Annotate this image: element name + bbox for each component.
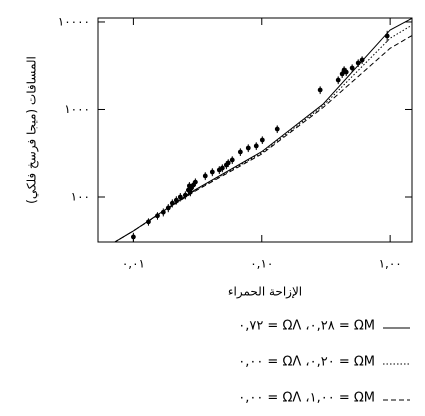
y-tick-label: ١٠٠٠٠ (58, 14, 90, 28)
data-point (192, 179, 198, 185)
x-tick-label: ٠,١٠ (250, 257, 273, 271)
data-point (130, 234, 136, 240)
data-point (384, 33, 390, 39)
data-point (253, 143, 259, 149)
data-point (182, 192, 188, 198)
data-point (259, 137, 265, 143)
model-line (113, 18, 412, 242)
data-point (339, 71, 345, 77)
data-point (343, 69, 349, 75)
y-axis-label: المسافات (ميجا فرسخ فلكي) (25, 56, 40, 204)
data-point (317, 87, 323, 93)
data-point (146, 219, 151, 225)
data-point (245, 145, 251, 151)
data-point (165, 205, 171, 211)
legend-label: ٠,٠٠ = ΩΛ ،١,٠٠ = ΩM (238, 391, 375, 406)
plot-area (113, 18, 412, 242)
data-point (237, 149, 243, 155)
x-tick-label: ١,٠٠ (379, 257, 402, 271)
model-line (113, 24, 412, 242)
data-point (335, 77, 341, 83)
data-point (274, 126, 280, 132)
y-tick-label: ١٠٠ (71, 189, 90, 203)
x-tick-label: ٠,٠١ (122, 257, 145, 271)
data-point (155, 213, 160, 219)
data-point (202, 173, 208, 179)
x-axis-label: الإزاحة الحمراء (228, 285, 302, 300)
data-point (160, 209, 166, 215)
data-point (225, 160, 231, 166)
data-point (187, 189, 193, 195)
plot-frame (97, 17, 413, 243)
data-point (349, 65, 355, 71)
data-point (219, 165, 225, 171)
data-point (355, 60, 361, 66)
data-point (359, 57, 365, 63)
y-tick-label: ١٠٠٠ (64, 102, 90, 116)
legend-label: ٠,٧٢ = ΩΛ ،٠,٢٨ = ΩM (238, 319, 375, 334)
data-point (209, 169, 215, 175)
data-point (169, 200, 175, 206)
data-point (177, 194, 183, 200)
data-point (173, 197, 179, 203)
model-line (113, 35, 412, 242)
data-point (229, 157, 235, 163)
legend-label: ٠,٠٠ = ΩΛ ،٠,٢٠ = ΩM (238, 355, 375, 370)
